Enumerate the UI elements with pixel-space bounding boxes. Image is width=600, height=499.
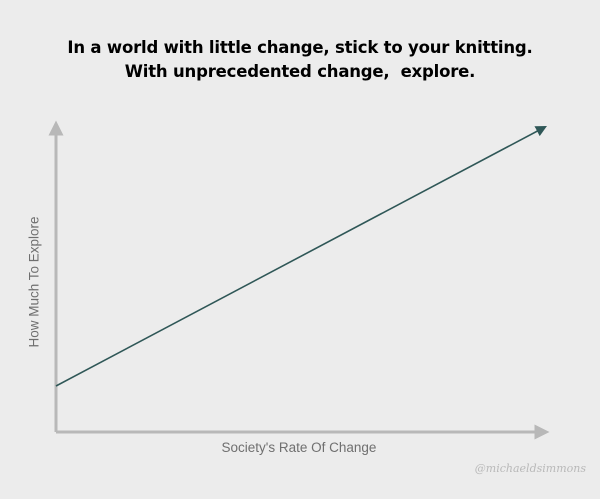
diagram-title: In a world with little change, stick to … — [0, 36, 600, 84]
x-axis-label-wrap: Society's Rate Of Change — [0, 440, 600, 455]
title-line-2: With unprecedented change, explore. — [124, 62, 476, 81]
x-axis-label: Society's Rate Of Change — [221, 440, 377, 455]
author-signature: @michaeldsimmons — [474, 462, 586, 475]
y-axis-label: How Much To Explore — [26, 216, 42, 348]
title-line-1: In a world with little change, stick to … — [67, 38, 533, 57]
trend-line — [55, 125, 547, 387]
